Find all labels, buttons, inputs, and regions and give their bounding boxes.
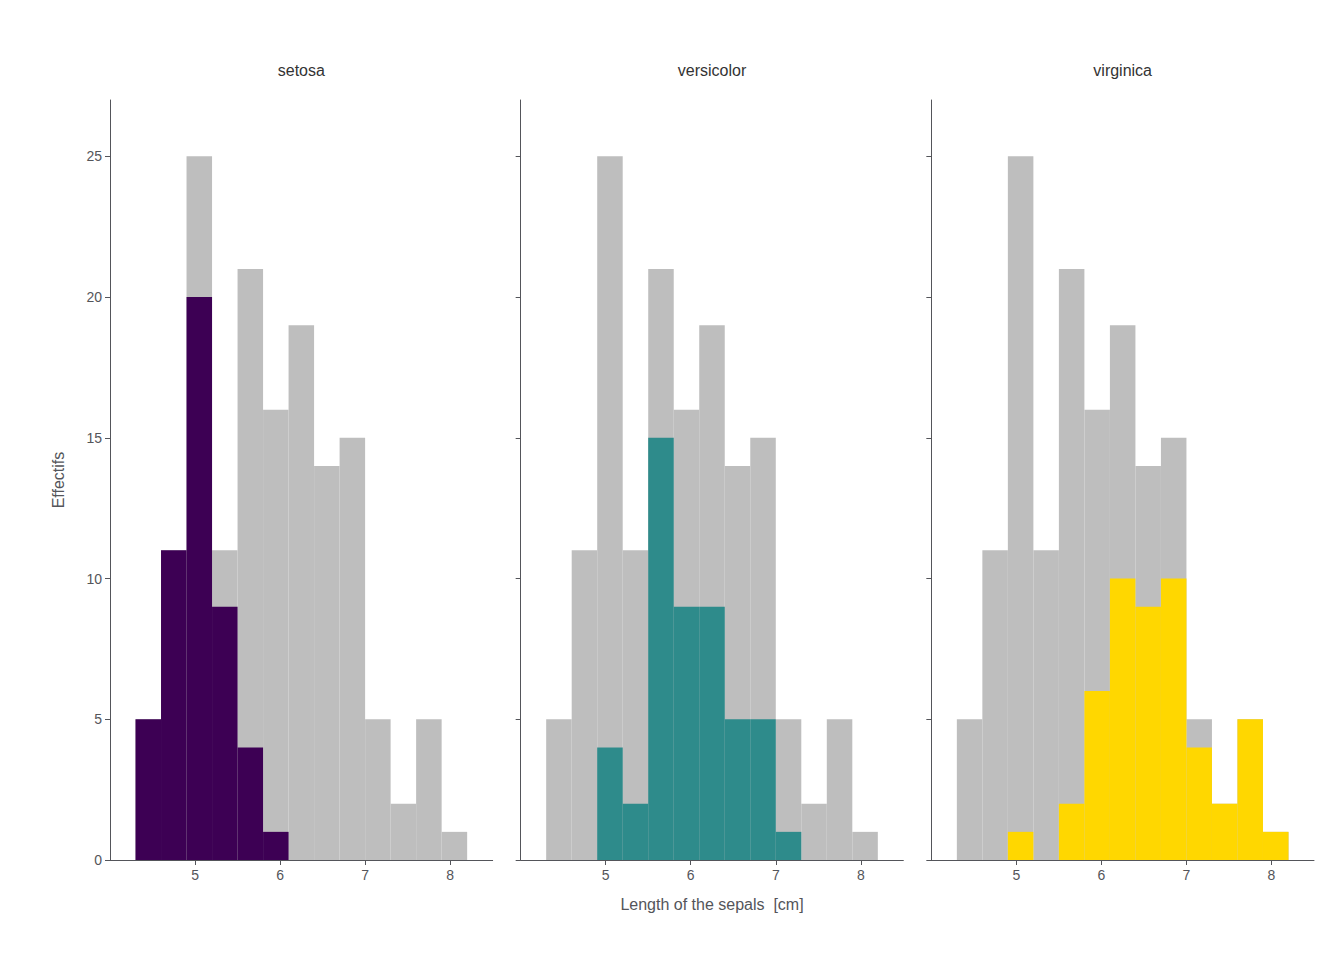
svg-text:versicolor: versicolor: [678, 62, 747, 79]
svg-text:6: 6: [1098, 867, 1106, 883]
svg-text:6: 6: [276, 867, 284, 883]
svg-text:15: 15: [86, 430, 102, 446]
svg-text:10: 10: [86, 571, 102, 587]
svg-text:20: 20: [86, 289, 102, 305]
svg-text:8: 8: [1268, 867, 1276, 883]
svg-text:virginica: virginica: [1093, 62, 1152, 79]
svg-text:0: 0: [94, 852, 102, 868]
svg-text:Effectifs: Effectifs: [50, 452, 67, 509]
svg-text:6: 6: [687, 867, 695, 883]
svg-text:5: 5: [94, 711, 102, 727]
svg-text:5: 5: [1012, 867, 1020, 883]
svg-text:25: 25: [86, 148, 102, 164]
svg-text:Length of the sepals [cm]: Length of the sepals [cm]: [620, 896, 803, 913]
svg-text:setosa: setosa: [278, 62, 325, 79]
svg-text:5: 5: [602, 867, 610, 883]
svg-text:7: 7: [1183, 867, 1191, 883]
svg-text:8: 8: [446, 867, 454, 883]
svg-text:8: 8: [857, 867, 865, 883]
svg-text:5: 5: [191, 867, 199, 883]
svg-text:7: 7: [772, 867, 780, 883]
svg-text:7: 7: [361, 867, 369, 883]
